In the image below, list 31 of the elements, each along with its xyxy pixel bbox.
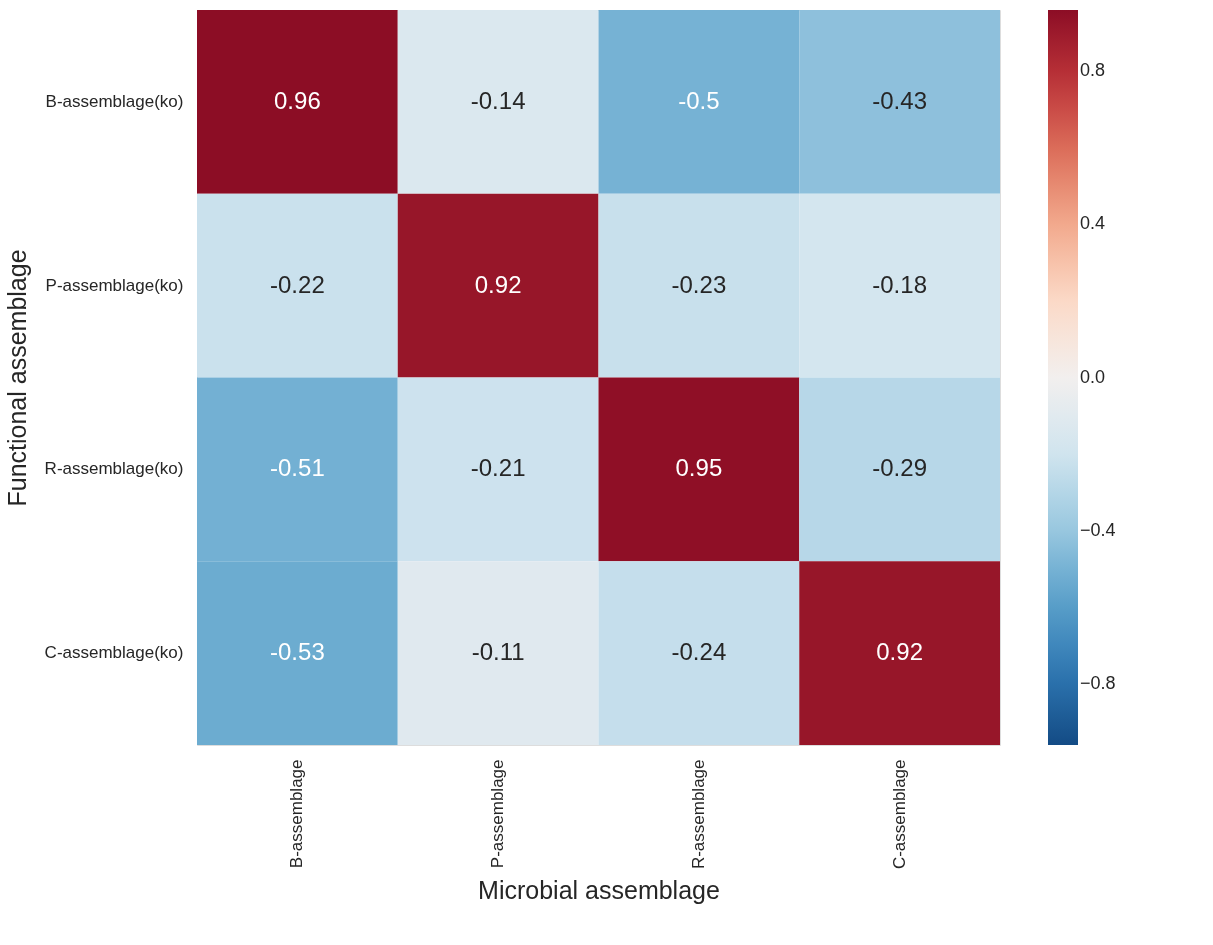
y-tick-label: R-assemblage(ko)	[44, 459, 184, 479]
data-label: 0.92	[876, 638, 923, 666]
color-bar-label: 0.4	[1080, 213, 1106, 234]
data-label: -0.18	[872, 270, 927, 298]
y-axis-title: Functional assemblage	[2, 249, 31, 507]
data-label: -0.53	[270, 638, 325, 666]
x-tick-label: R-assemblage	[688, 759, 708, 870]
data-label: 0.92	[474, 270, 522, 298]
data-label: 0.95	[675, 454, 723, 482]
data-label: -0.21	[470, 454, 526, 482]
color-bar-label: 0.0	[1080, 366, 1106, 387]
x-tick-label: P-assemblage	[488, 759, 508, 869]
data-label: -0.29	[872, 454, 927, 482]
data-label: 0.96	[274, 86, 321, 114]
data-label: -0.51	[270, 454, 325, 482]
color-bar-label: 0.8	[1080, 60, 1106, 81]
y-tick-label: P-assemblage(ko)	[45, 275, 184, 295]
y-tick-label: C-assemblage(ko)	[44, 643, 184, 663]
x-tick-label: B-assemblage	[287, 759, 307, 869]
data-label: -0.11	[471, 638, 525, 666]
data-label: -0.14	[470, 86, 526, 114]
data-label: -0.24	[671, 638, 727, 666]
x-tick-label: C-assemblage	[889, 759, 909, 870]
color-bar-label: −0.8	[1080, 672, 1116, 693]
data-label: -0.22	[270, 270, 325, 298]
y-tick-label: B-assemblage(ko)	[45, 91, 184, 111]
color-bar-label: −0.4	[1080, 519, 1116, 540]
data-label: -0.43	[872, 86, 927, 114]
data-label: -0.23	[671, 270, 727, 298]
x-axis-title: Microbial assemblage	[478, 876, 720, 905]
data-label: -0.5	[678, 86, 720, 114]
